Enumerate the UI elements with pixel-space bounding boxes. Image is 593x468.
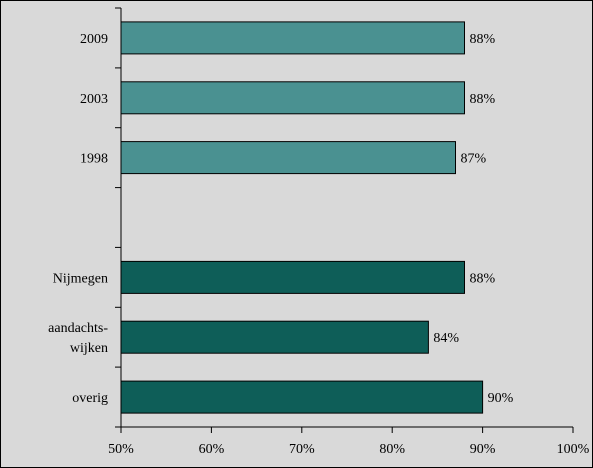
axes-group: 50% 60% 70% 80% 90% 100% [108, 7, 590, 457]
x-tick-label-2: 70% [289, 442, 315, 457]
bar-0 [120, 21, 465, 55]
category-label-0: 2009 [80, 32, 108, 47]
bars-group [120, 21, 484, 414]
data-label-2: 87% [461, 152, 487, 167]
x-tick-label-3: 80% [379, 442, 405, 457]
x-tick-label-0: 50% [108, 442, 134, 457]
bar-6 [120, 380, 484, 414]
data-label-1: 88% [470, 92, 496, 107]
x-tick-label-1: 60% [199, 442, 225, 457]
x-tick-label-5: 100% [557, 442, 590, 457]
bar-5 [120, 320, 429, 354]
bar-4 [120, 260, 465, 294]
category-label-5-1: wijken [70, 341, 108, 356]
category-label-4: Nijmegen [53, 271, 108, 286]
category-label-1: 2003 [80, 92, 108, 107]
category-labels-group: 2009 2003 1998 Nijmegen aandachts-wijken over… [48, 32, 108, 406]
data-labels-group: 88% 88% 87% 88% 84% 90% [433, 32, 513, 406]
data-label-4: 88% [470, 271, 496, 286]
category-label-6: overig [72, 391, 108, 406]
data-label-5: 84% [433, 331, 459, 346]
category-label-2: 1998 [80, 152, 108, 167]
bar-1 [120, 81, 465, 115]
bar-2 [120, 141, 456, 175]
category-label-5-0: aandachts- [48, 321, 108, 336]
x-tick-label-4: 90% [470, 442, 496, 457]
data-label-0: 88% [470, 32, 496, 47]
data-label-6: 90% [488, 391, 514, 406]
